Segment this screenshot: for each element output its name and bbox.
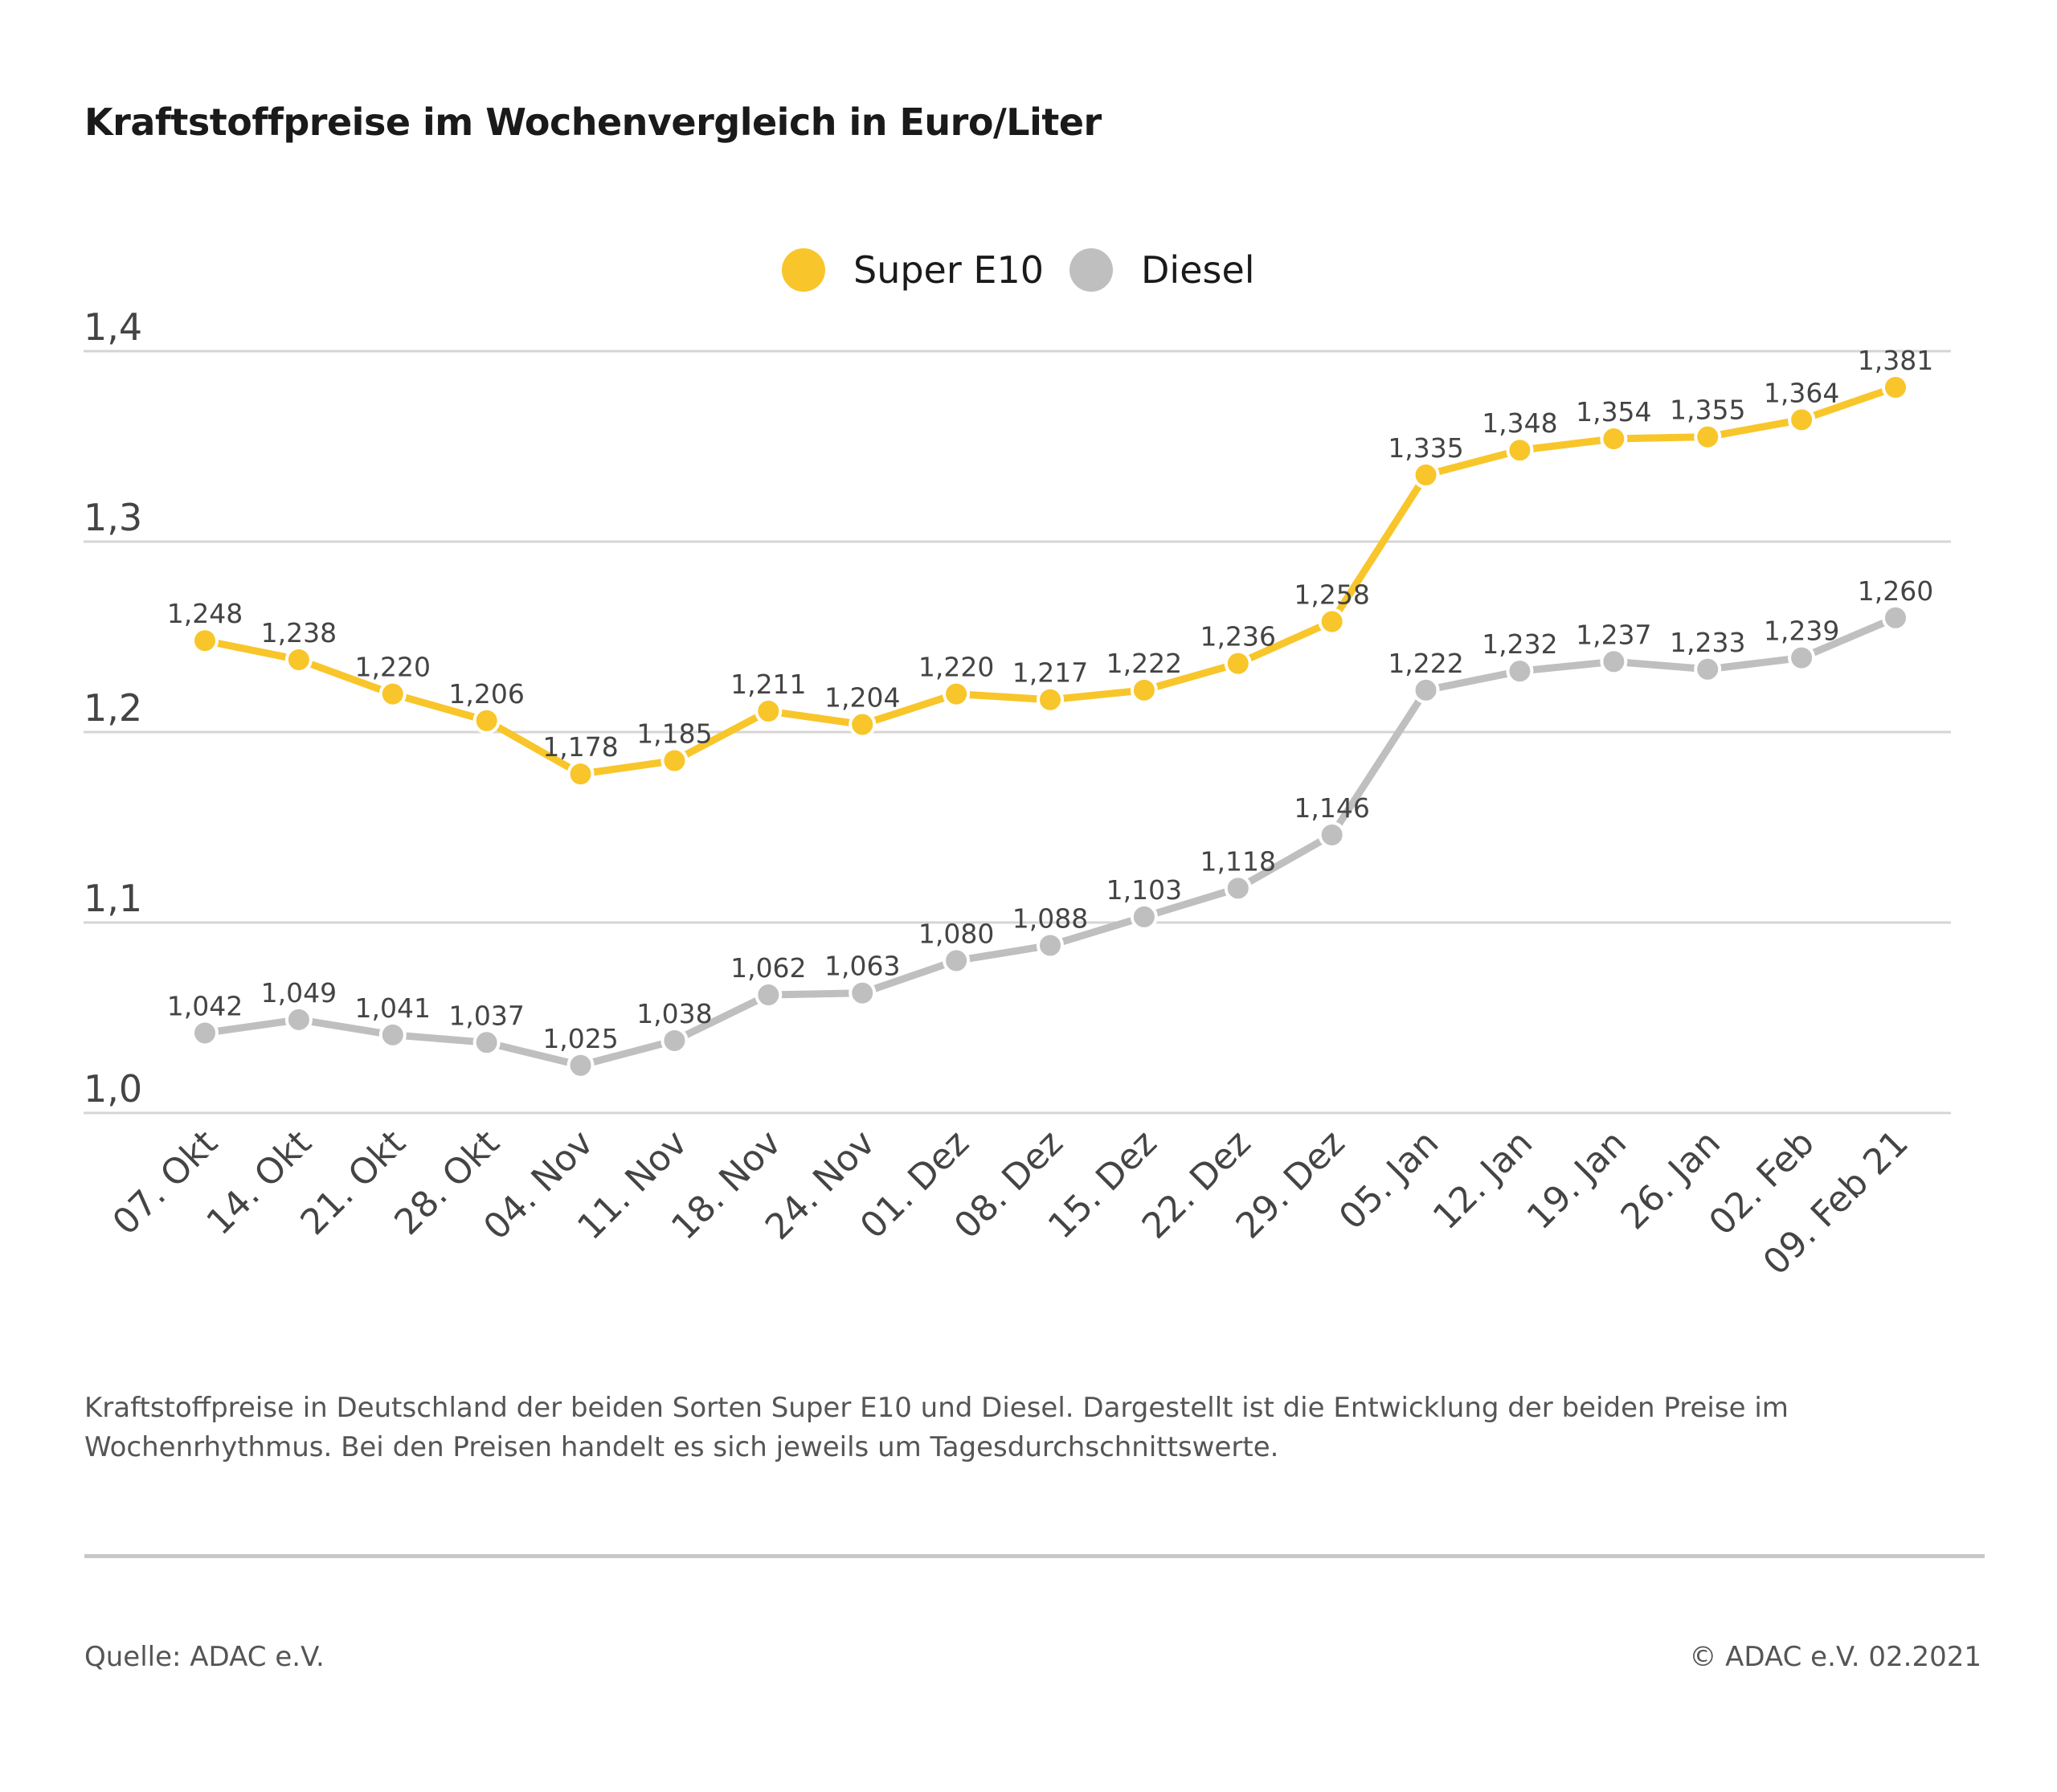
data-label: 1,206 xyxy=(448,678,524,710)
legend-label: Super E10 xyxy=(853,248,1044,292)
data-point xyxy=(943,680,971,708)
data-point xyxy=(566,760,595,788)
legend-marker xyxy=(1069,248,1113,292)
data-point xyxy=(849,979,877,1007)
data-point xyxy=(1788,406,1816,434)
data-label: 1,220 xyxy=(918,652,994,683)
data-point xyxy=(1318,820,1346,849)
chart-footnote: Kraftstoffpreise in Deutschland der beid… xyxy=(84,1392,1789,1463)
legend-marker xyxy=(782,248,825,292)
data-point xyxy=(1600,425,1628,453)
data-point xyxy=(472,1029,501,1057)
data-point xyxy=(1600,648,1628,676)
data-point xyxy=(1882,374,1909,402)
y-tick-label: 1,1 xyxy=(84,877,142,920)
data-label: 1,248 xyxy=(167,598,243,629)
data-point xyxy=(660,747,689,775)
data-point xyxy=(284,645,313,673)
data-point xyxy=(1224,649,1252,677)
x-tick-label: 05. Jan xyxy=(1331,1123,1446,1238)
data-label: 1,217 xyxy=(1012,657,1088,689)
divider xyxy=(84,1554,1985,1558)
data-label: 1,038 xyxy=(636,998,712,1029)
data-point xyxy=(1412,461,1440,489)
data-label: 1,355 xyxy=(1670,395,1745,426)
data-label: 1,258 xyxy=(1294,579,1369,611)
data-point xyxy=(378,1021,407,1049)
data-label: 1,233 xyxy=(1670,627,1745,658)
chart-title: Kraftstoffpreise im Wochenvergleich in E… xyxy=(84,100,1102,144)
y-tick-label: 1,4 xyxy=(84,305,142,349)
series-line xyxy=(204,383,1897,778)
data-label: 1,364 xyxy=(1764,377,1839,408)
data-label: 1,238 xyxy=(261,617,337,648)
data-point xyxy=(1130,676,1158,704)
data-label: 1,204 xyxy=(824,682,900,714)
data-label: 1,025 xyxy=(542,1023,618,1054)
data-point xyxy=(1318,608,1346,636)
data-label: 1,118 xyxy=(1200,845,1276,877)
data-label: 1,049 xyxy=(261,977,337,1009)
legend-label: Diesel xyxy=(1141,248,1255,292)
data-label: 1,222 xyxy=(1106,648,1182,679)
x-tick-label: 12. Jan xyxy=(1425,1123,1540,1238)
data-point xyxy=(755,697,783,725)
data-label: 1,222 xyxy=(1388,648,1463,679)
source-note: Quelle: ADAC e.V. xyxy=(84,1641,325,1673)
data-label: 1,185 xyxy=(636,718,712,750)
data-label: 1,260 xyxy=(1858,575,1933,607)
data-point xyxy=(1506,657,1534,685)
y-tick-label: 1,0 xyxy=(84,1067,142,1111)
data-point xyxy=(1788,644,1816,672)
data-label: 1,335 xyxy=(1388,432,1463,464)
data-point xyxy=(1224,874,1252,902)
data-label: 1,080 xyxy=(918,918,994,949)
data-label: 1,146 xyxy=(1294,792,1369,824)
data-label: 1,088 xyxy=(1012,902,1088,934)
data-label: 1,220 xyxy=(355,652,431,683)
data-point xyxy=(849,710,877,738)
data-point xyxy=(1130,902,1158,931)
data-point xyxy=(1037,685,1064,714)
data-point xyxy=(1694,423,1722,451)
data-label: 1,237 xyxy=(1576,619,1651,650)
data-point xyxy=(660,1026,689,1054)
data-point xyxy=(1037,931,1064,959)
x-tick-label: 07. Okt xyxy=(105,1123,226,1243)
y-tick-label: 1,3 xyxy=(84,496,142,539)
data-label: 1,354 xyxy=(1576,396,1651,428)
data-point xyxy=(1694,655,1722,683)
data-label: 1,178 xyxy=(542,731,618,763)
copyright-note: © ADAC e.V. 02.2021 xyxy=(1689,1641,1981,1673)
data-label: 1,381 xyxy=(1858,345,1933,376)
data-label: 1,042 xyxy=(167,990,243,1021)
data-point xyxy=(566,1051,595,1079)
data-label: 1,232 xyxy=(1482,628,1557,660)
data-label: 1,063 xyxy=(824,951,900,982)
data-point xyxy=(1882,603,1909,632)
data-point xyxy=(755,981,783,1009)
data-point xyxy=(943,947,971,975)
x-tick-label: 19. Jan xyxy=(1519,1123,1634,1238)
data-point xyxy=(284,1005,313,1033)
data-point xyxy=(1412,676,1440,704)
y-tick-label: 1,2 xyxy=(84,686,142,730)
line-chart: 1,0 1,1 1,2 1,3 1,4 Super E10 Diesel 1,248 1,238… xyxy=(84,248,1951,1283)
data-label: 1,037 xyxy=(448,1000,524,1031)
data-point xyxy=(191,627,219,655)
data-label: 1,236 xyxy=(1200,621,1276,653)
data-label: 1,103 xyxy=(1106,874,1182,906)
data-label: 1,211 xyxy=(730,669,806,700)
data-point xyxy=(378,680,407,708)
data-point xyxy=(191,1019,219,1047)
data-label: 1,348 xyxy=(1482,407,1557,439)
data-label: 1,041 xyxy=(355,992,431,1024)
data-label: 1,062 xyxy=(730,952,806,984)
data-point xyxy=(1506,436,1534,464)
data-point xyxy=(472,706,501,734)
x-tick-label: 14. Okt xyxy=(199,1123,320,1243)
data-label: 1,239 xyxy=(1764,616,1839,647)
x-tick-label: 21. Okt xyxy=(292,1123,413,1243)
